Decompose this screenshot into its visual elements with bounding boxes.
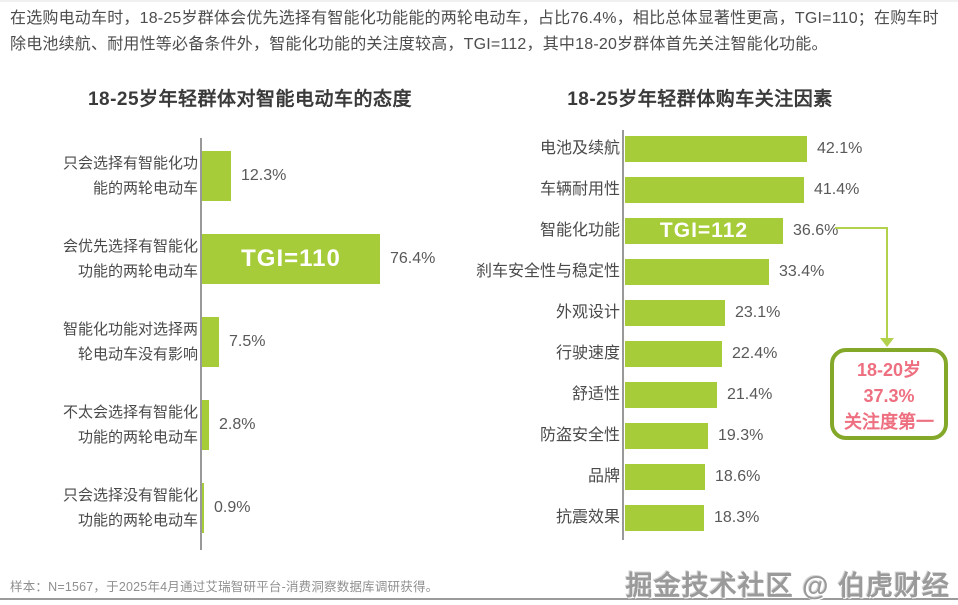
bar-track: 7.5% — [202, 316, 266, 367]
value-label: 18.3% — [714, 508, 760, 526]
category-label: 智能化功能对选择两 轮电动车没有影响 — [62, 320, 198, 363]
value-label: 0.9% — [214, 498, 251, 516]
chart-row: 不太会选择有智能化 功能的两轮电动车 2.8% — [30, 383, 490, 466]
value-label: 7.5% — [229, 332, 266, 350]
category-label: 抗震效果 — [555, 508, 620, 526]
category-label: 外观设计 — [555, 303, 620, 321]
bar — [625, 422, 708, 449]
callout-connector-vertical — [886, 227, 888, 339]
value-label: 23.1% — [735, 303, 781, 321]
category-label: 只会选择有智能化功 能的两轮电动车 — [62, 154, 198, 197]
chart-row: 品牌 18.6% — [440, 456, 958, 497]
chart-title-attitude: 18-25岁年轻群体对智能电动车的态度 — [87, 89, 413, 110]
bar-track: 18.3% — [625, 504, 760, 531]
chart-row: 只会选择有智能化功 能的两轮电动车 12.3% — [30, 134, 490, 217]
tgi-badge: TGI=112 — [659, 218, 749, 242]
category-label: 刹车安全性与稳定性 — [475, 262, 620, 280]
value-label: 12.3% — [241, 166, 287, 184]
bar-track: TGI=110 76.4% — [202, 233, 436, 284]
bar — [625, 135, 807, 162]
category-label: 会优先选择有智能化 功能的两轮电动车 — [62, 237, 198, 280]
bar-track: 41.4% — [625, 176, 860, 203]
chart-row: 智能化功能对选择两 轮电动车没有影响 7.5% — [30, 300, 490, 383]
bar — [202, 150, 231, 201]
category-label: 行驶速度 — [555, 344, 620, 362]
chart-row: 防盗安全性 19.3% — [440, 415, 958, 456]
callout-line-rank: 关注度第一 — [844, 412, 934, 432]
bar-track: 42.1% — [625, 135, 863, 162]
value-label: 18.6% — [715, 467, 761, 485]
chart-row: 车辆耐用性 41.4% — [440, 169, 958, 210]
value-label: 2.8% — [219, 415, 256, 433]
callout-line-age: 18-20岁 — [856, 360, 922, 380]
bar-track: 21.4% — [625, 381, 773, 408]
attitude-chart-rows: 只会选择有智能化功 能的两轮电动车 12.3% 会优先选择有智能化 功能的两轮电动车… — [30, 134, 490, 549]
bar — [625, 258, 769, 285]
bar — [202, 482, 204, 533]
category-label: 车辆耐用性 — [539, 180, 620, 198]
bar-track: 2.8% — [202, 399, 256, 450]
bar-track: 0.9% — [202, 482, 251, 533]
value-label: 22.4% — [732, 344, 778, 362]
bar-track: 22.4% — [625, 340, 778, 367]
value-label: 41.4% — [814, 180, 860, 198]
bar-track: 18.6% — [625, 463, 761, 490]
bar-track: TGI=112 36.6% — [625, 217, 839, 244]
category-label: 品牌 — [587, 467, 620, 485]
chart-row: 智能化功能 TGI=112 36.6% — [440, 210, 958, 251]
tgi-badge: TGI=110 — [241, 244, 341, 272]
chart-row: 舒适性 21.4% — [440, 374, 958, 415]
bottom-divider — [0, 598, 958, 600]
bar — [625, 381, 717, 408]
bar-track: 19.3% — [625, 422, 764, 449]
bar — [202, 316, 219, 367]
category-label: 防盗安全性 — [539, 426, 620, 444]
right-chart-axis-line — [622, 130, 624, 540]
category-label: 电池及续航 — [539, 139, 620, 157]
bar — [625, 504, 704, 531]
value-label: 33.4% — [779, 262, 825, 280]
category-label: 不太会选择有智能化 功能的两轮电动车 — [62, 403, 198, 446]
left-chart-axis-line — [200, 138, 202, 550]
chart-row: 会优先选择有智能化 功能的两轮电动车 TGI=110 76.4% — [30, 217, 490, 300]
category-label: 智能化功能 — [539, 221, 620, 239]
watermark: 掘金技术社区 @ 伯虎财经 — [625, 571, 950, 601]
bar-track: 23.1% — [625, 299, 781, 326]
bar-track: 12.3% — [202, 150, 287, 201]
chart-row: 外观设计 23.1% — [440, 292, 958, 333]
intro-text: 在选购电动车时，18-25岁群体会优先选择有智能化功能能的两轮电动车，占比76.… — [10, 10, 939, 53]
bar: TGI=112 — [625, 217, 783, 244]
callout-line-percent: 37.3% — [863, 386, 915, 406]
callout-arrow-icon — [880, 338, 894, 347]
bar — [202, 399, 209, 450]
value-label: 42.1% — [817, 139, 863, 157]
footnote: 样本：N=1567，于2025年4月通过艾瑞智研平台-消费洞察数据库调研获得。 — [10, 580, 439, 594]
chart-row: 电池及续航 42.1% — [440, 128, 958, 169]
bar — [625, 340, 722, 367]
bar — [625, 176, 804, 203]
bar: TGI=110 — [202, 233, 380, 284]
factors-chart-rows: 电池及续航 42.1% 车辆耐用性 41.4% 智能化功能 TGI=112 36.6% 刹车安… — [440, 128, 958, 538]
bar — [625, 463, 705, 490]
chart-row: 刹车安全性与稳定性 33.4% — [440, 251, 958, 292]
value-label: 76.4% — [390, 249, 436, 267]
value-label: 36.6% — [793, 221, 839, 239]
chart-row: 只会选择没有智能化 功能的两轮电动车 0.9% — [30, 466, 490, 549]
value-label: 21.4% — [727, 385, 773, 403]
category-label: 只会选择没有智能化 功能的两轮电动车 — [62, 486, 198, 529]
category-label: 舒适性 — [571, 385, 620, 403]
value-label: 19.3% — [718, 426, 764, 444]
callout-box: 18-20岁 37.3% 关注度第一 — [830, 348, 948, 440]
chart-row: 抗震效果 18.3% — [440, 497, 958, 538]
chart-title-factors: 18-25岁年轻群体购车关注因素 — [567, 89, 833, 110]
bar — [625, 299, 725, 326]
chart-row: 行驶速度 22.4% — [440, 333, 958, 374]
callout-connector-horizontal — [835, 227, 888, 229]
bar-track: 33.4% — [625, 258, 825, 285]
